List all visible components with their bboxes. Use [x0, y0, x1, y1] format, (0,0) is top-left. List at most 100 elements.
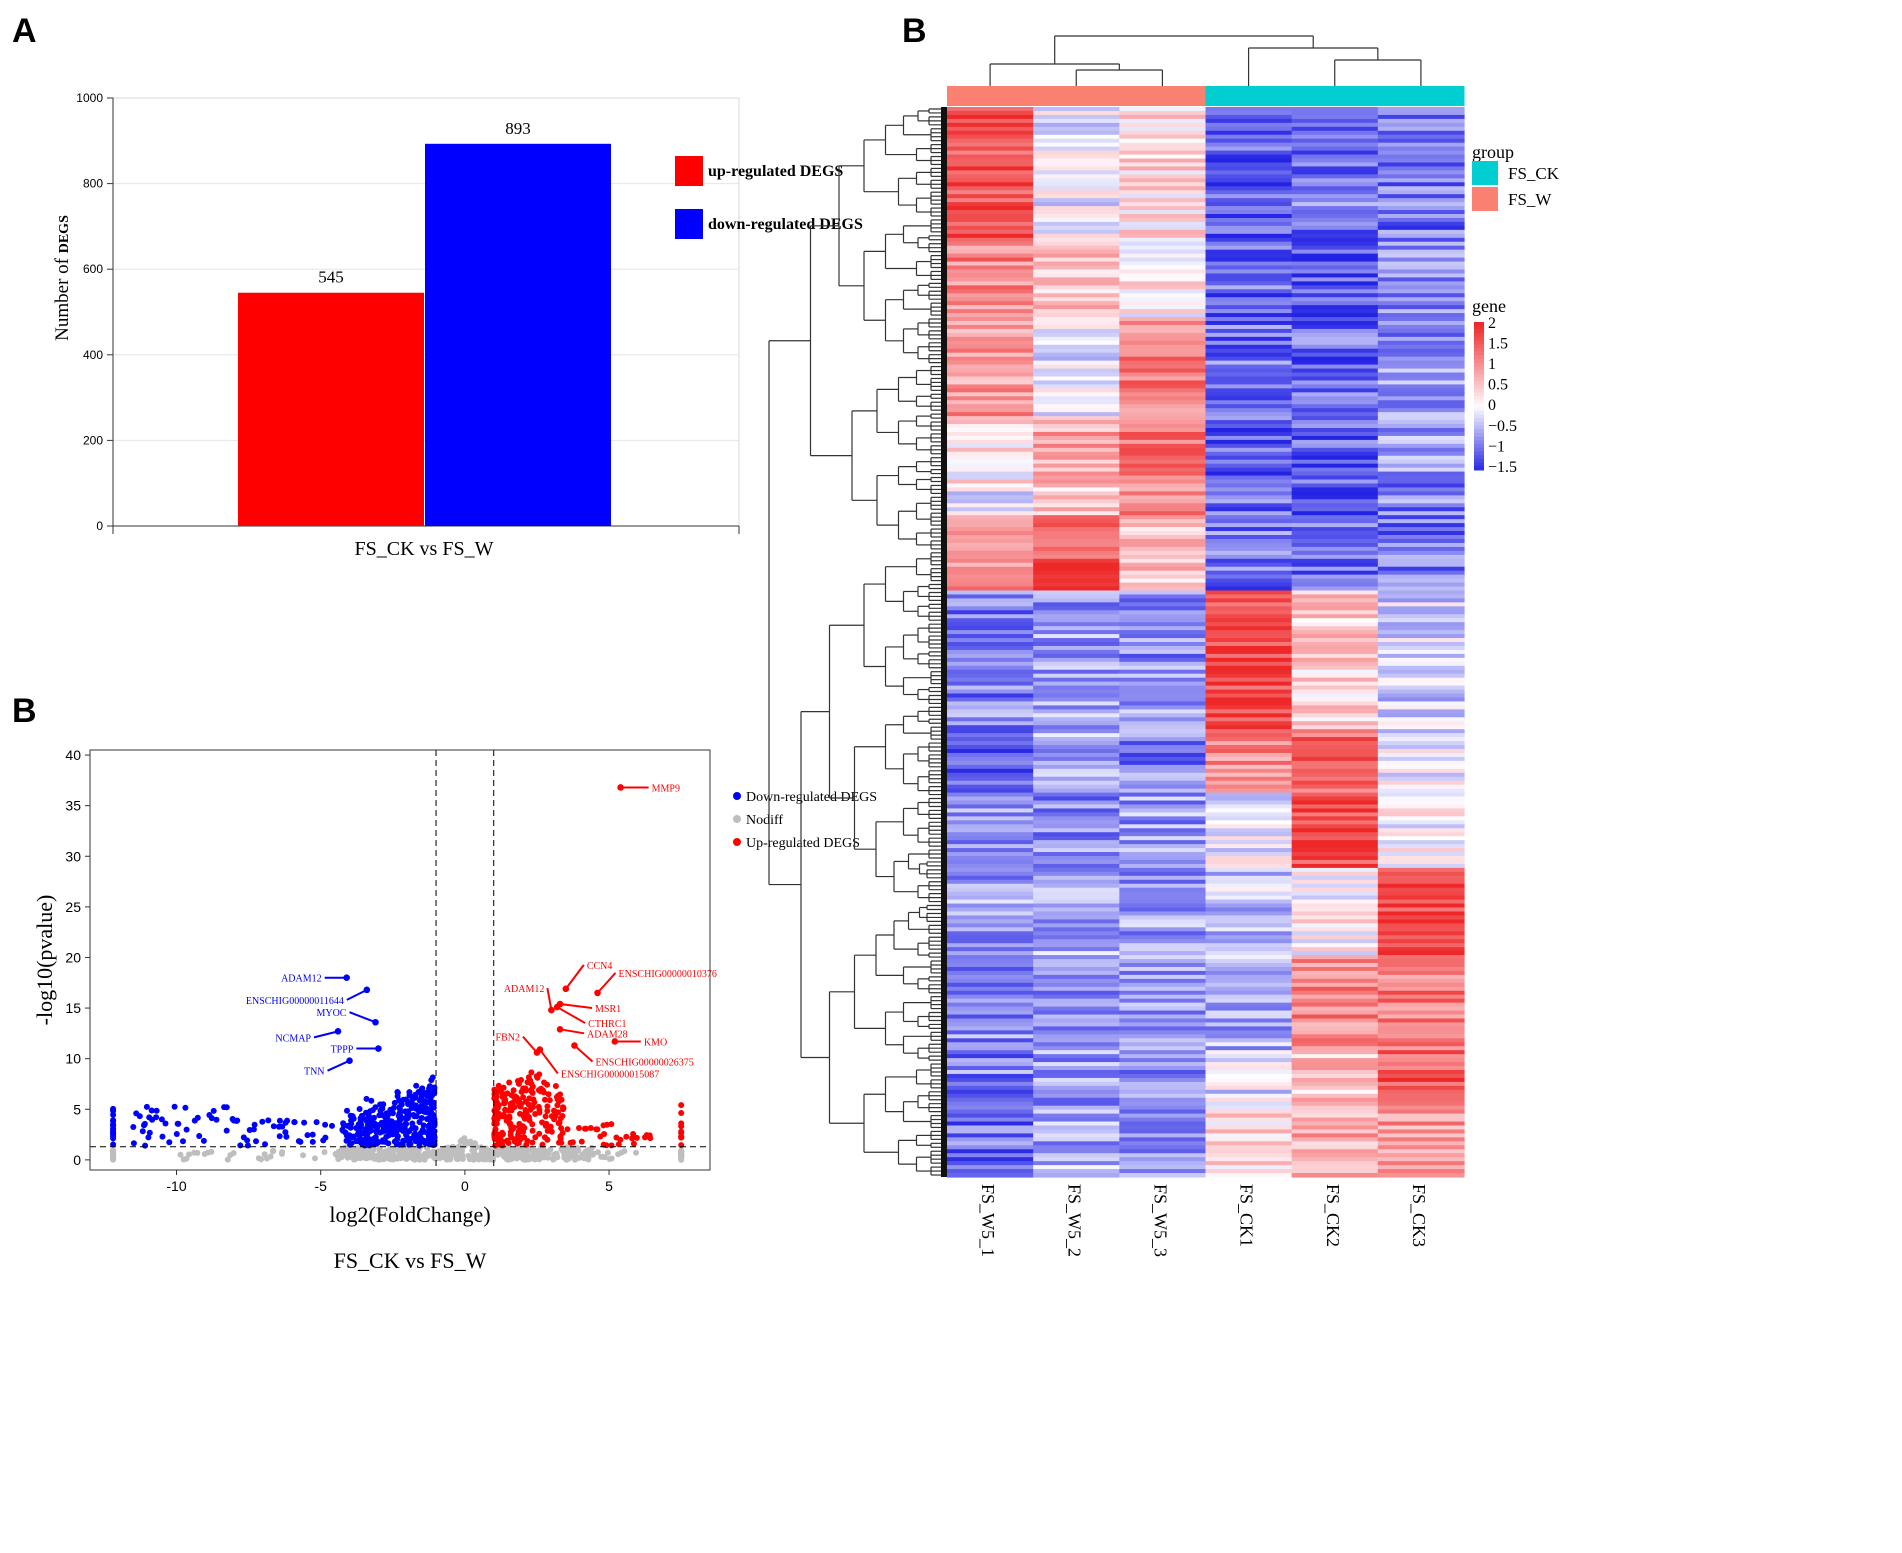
- heatmap-cell: [1377, 324, 1465, 330]
- volcano-point: [404, 1112, 411, 1119]
- heatmap-cell: [1205, 1165, 1293, 1170]
- heatmap-cell: [1377, 1058, 1465, 1063]
- heatmap-cell: [1033, 1062, 1120, 1067]
- volcano-gene-label: ENSCHIG00000010376: [619, 969, 717, 980]
- heatmap-cell: [1119, 756, 1207, 762]
- volcano-point: [447, 1156, 454, 1163]
- heatmap-cell: [947, 828, 1034, 833]
- heatmap-cell: [1205, 752, 1293, 758]
- volcano-point: [110, 1118, 117, 1125]
- heatmap-cell: [1291, 614, 1379, 619]
- heatmap-cell: [1033, 1173, 1120, 1178]
- heatmap-cell: [947, 1006, 1034, 1012]
- heatmap-cell: [947, 586, 1034, 592]
- volcano-point: [394, 1093, 401, 1100]
- volcano-point: [406, 1092, 413, 1099]
- heatmap-cell: [1033, 685, 1120, 691]
- heatmap-cell: [1377, 927, 1465, 932]
- heatmap-cell: [1377, 360, 1465, 366]
- heatmap-cell: [1291, 828, 1379, 833]
- heatmap-cell: [1205, 416, 1293, 421]
- heatmap-cell: [1119, 867, 1207, 873]
- heatmap-cell: [1291, 1073, 1379, 1079]
- heatmap-cell: [1377, 606, 1465, 611]
- heatmap-cell: [947, 986, 1034, 992]
- heatmap-cell: [1033, 768, 1120, 774]
- heatmap-cell: [1119, 970, 1207, 976]
- heatmap-cell: [947, 558, 1034, 564]
- volcano-point: [276, 1133, 283, 1140]
- heatmap-cell: [947, 665, 1034, 671]
- heatmap-cell: [1119, 194, 1207, 199]
- heatmap-cell: [1119, 1121, 1207, 1127]
- heatmap-cell: [1291, 610, 1379, 615]
- heatmap-cell: [1291, 947, 1379, 952]
- volcano-point: [554, 1102, 561, 1109]
- heatmap-cell: [947, 475, 1034, 481]
- heatmap-cell: [1291, 840, 1379, 845]
- heatmap-cell: [1119, 443, 1207, 449]
- heatmap-cell: [947, 768, 1034, 774]
- heatmap-cell: [1377, 891, 1465, 897]
- volcano-point: [482, 1152, 489, 1158]
- heatmap-cell: [1291, 142, 1379, 148]
- heatmap-cell: [1119, 257, 1207, 263]
- heatmap-cell: [1119, 198, 1207, 203]
- heatmap-cell: [1377, 919, 1465, 924]
- heatmap-cell: [947, 653, 1034, 659]
- heatmap-cell: [1119, 697, 1207, 703]
- volcano-point: [377, 1101, 384, 1108]
- heatmap-cell: [1205, 110, 1293, 116]
- heatmap-cell: [947, 1026, 1034, 1031]
- heatmap-cell: [1291, 657, 1379, 663]
- heatmap-cell: [1033, 542, 1120, 548]
- heatmap-cell: [1205, 261, 1293, 267]
- heatmap-cell: [947, 883, 1034, 889]
- heatmap-cell: [1291, 233, 1379, 239]
- legend-swatch-down: [675, 209, 703, 239]
- heatmap-cell: [1033, 1097, 1120, 1103]
- heatmap-cell: [1291, 1173, 1379, 1178]
- heatmap-cell: [1205, 233, 1293, 239]
- heatmap-cell: [947, 943, 1034, 948]
- heatmap-cell: [1119, 380, 1207, 385]
- volcano-point: [545, 1091, 552, 1098]
- heatmap-cell: [1291, 998, 1379, 1004]
- heatmap-cell: [947, 447, 1034, 453]
- heatmap-cell: [1033, 772, 1120, 778]
- heatmap-cell: [1291, 1030, 1379, 1035]
- heatmap-cell: [1119, 1026, 1207, 1031]
- heatmap-cell: [1377, 372, 1465, 378]
- heatmap-cell: [1033, 1042, 1120, 1047]
- heatmap-cell: [1377, 225, 1465, 231]
- heatmap-cell: [1119, 519, 1207, 524]
- volcano-point: [412, 1104, 419, 1111]
- color-scale-step: [1474, 403, 1484, 408]
- volcano-point: [153, 1107, 160, 1114]
- heatmap-cell: [1205, 1133, 1293, 1138]
- heatmap-cell: [947, 935, 1034, 940]
- heatmap-cell: [1377, 994, 1465, 1000]
- heatmap-cell: [1033, 467, 1120, 473]
- heatmap-cell: [1119, 661, 1207, 667]
- heatmap-cell: [1291, 1161, 1379, 1166]
- heatmap-cell: [1033, 428, 1120, 433]
- heatmap-cell: [947, 618, 1034, 623]
- heatmap-cell: [947, 424, 1034, 429]
- heatmap-cell: [1033, 150, 1120, 156]
- heatmap-cell: [1119, 1161, 1207, 1166]
- heatmap-cell: [1119, 431, 1207, 437]
- heatmap-cell: [1033, 1030, 1120, 1035]
- heatmap-cell: [1205, 1101, 1293, 1107]
- heatmap-cell: [1119, 598, 1207, 603]
- heatmap-cell: [1033, 836, 1120, 841]
- heatmap-cell: [1291, 562, 1379, 568]
- heatmap-cell: [1205, 1089, 1293, 1095]
- heatmap-cell: [947, 154, 1034, 160]
- heatmap-cell: [947, 523, 1034, 528]
- heatmap-cell: [1291, 1077, 1379, 1083]
- volcano-point: [110, 1122, 117, 1129]
- heatmap-cell: [1291, 542, 1379, 548]
- heatmap-cell: [1377, 388, 1465, 393]
- heatmap-cell: [1033, 261, 1120, 267]
